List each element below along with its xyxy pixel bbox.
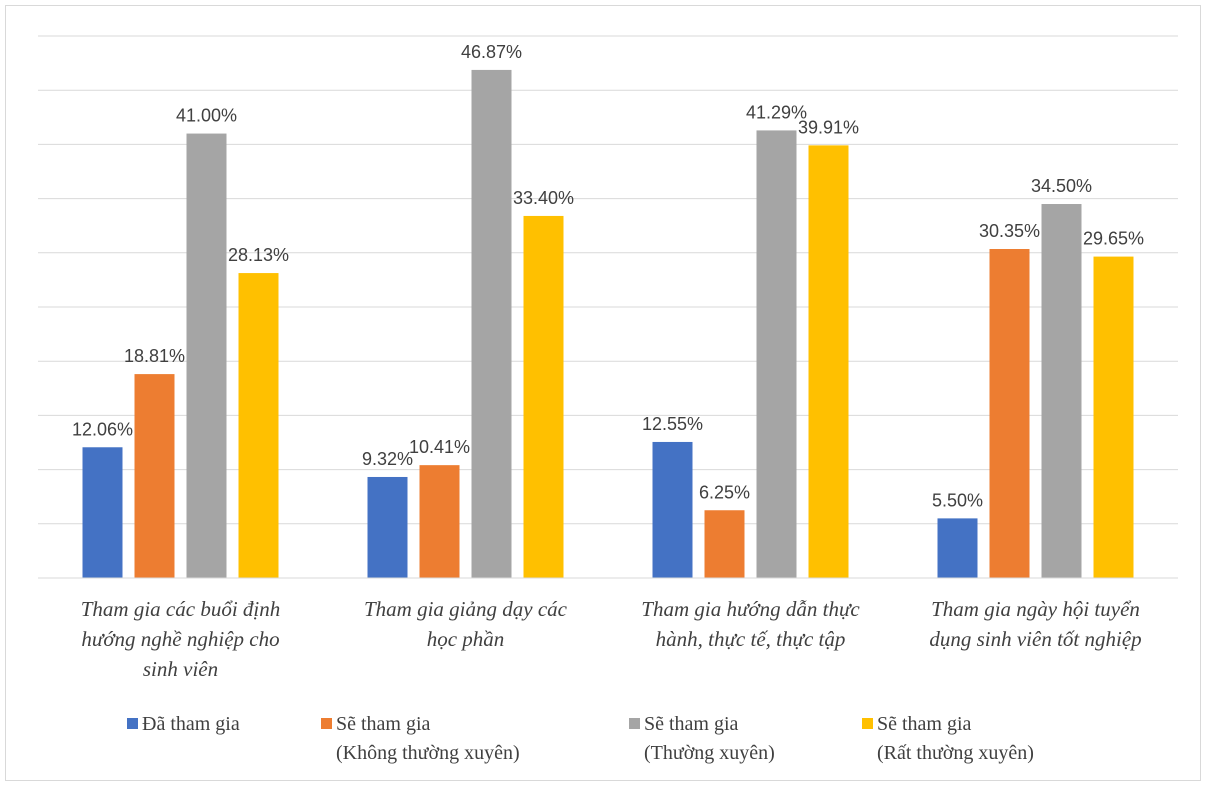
category-label: học phần [427, 627, 505, 651]
legend-swatch [321, 718, 332, 729]
data-label: 5.50% [932, 490, 983, 510]
legend-label: Sẽ tham gia [644, 713, 739, 735]
legend-swatch [862, 718, 873, 729]
data-label: 12.55% [642, 414, 703, 434]
data-label: 46.87% [461, 42, 522, 62]
bars [82, 69, 1134, 579]
data-label: 6.25% [699, 482, 750, 502]
category-label: Tham gia giảng dạy các [364, 597, 568, 621]
legend-swatch [629, 718, 640, 729]
data-label: 33.40% [513, 188, 574, 208]
bar [471, 69, 512, 578]
data-label: 9.32% [362, 449, 413, 469]
legend-label: (Không thường xuyên) [336, 742, 520, 764]
data-label: 30.35% [979, 221, 1040, 241]
category-label: sinh viên [143, 657, 218, 681]
category-label: hướng nghề nghiệp cho [81, 627, 279, 651]
data-label: 10.41% [409, 437, 470, 457]
category-label: hành, thực tế, thực tập [656, 627, 846, 651]
category-labels: Tham gia các buổi định hướng nghề nghiệp … [81, 597, 1142, 681]
legend-swatch [127, 718, 138, 729]
bar [652, 441, 693, 578]
category-label: Tham gia các buổi định [81, 597, 281, 621]
data-label: 18.81% [124, 346, 185, 366]
bar [186, 133, 227, 578]
bar [808, 145, 849, 578]
data-label: 29.65% [1083, 229, 1144, 249]
bar [419, 465, 460, 578]
gridlines [38, 35, 1178, 525]
bar [704, 510, 745, 578]
data-labels: 12.06% 9.32% 12.55% 5.50% 18.81% 10.41% 6.25% 3… [72, 42, 1144, 510]
bar [238, 273, 279, 578]
legend: Đã tham gia Sẽ tham gia (Không thường xuyê… [127, 713, 1034, 764]
category-label: Tham gia hướng dẫn thực [641, 597, 860, 621]
data-label: 34.50% [1031, 176, 1092, 196]
bar [523, 215, 564, 578]
bar [82, 447, 123, 578]
data-label: 39.91% [798, 117, 859, 137]
chart-frame: 12.06% 9.32% 12.55% 5.50% 18.81% 10.41% 6.25% 3… [5, 5, 1201, 781]
bar [937, 518, 978, 578]
category-label: dụng sinh viên tốt nghiệp [929, 627, 1141, 651]
bar [989, 249, 1030, 579]
category-label: Tham gia ngày hội tuyển [931, 597, 1140, 621]
bar [756, 130, 797, 579]
legend-label: (Thường xuyên) [644, 742, 775, 764]
legend-label: (Rất thường xuyên) [877, 742, 1034, 764]
data-label: 12.06% [72, 419, 133, 439]
legend-label: Đã tham gia [142, 713, 240, 735]
bar [1041, 204, 1082, 578]
legend-label: Sẽ tham gia [877, 713, 972, 735]
bar [1093, 256, 1134, 578]
data-label: 41.29% [746, 102, 807, 122]
data-label: 28.13% [228, 245, 289, 265]
bar [134, 374, 175, 578]
legend-label: Sẽ tham gia [336, 713, 431, 735]
data-label: 41.00% [176, 106, 237, 126]
bar [367, 476, 408, 578]
bar-chart: 12.06% 9.32% 12.55% 5.50% 18.81% 10.41% 6.25% 3… [38, 35, 1178, 764]
